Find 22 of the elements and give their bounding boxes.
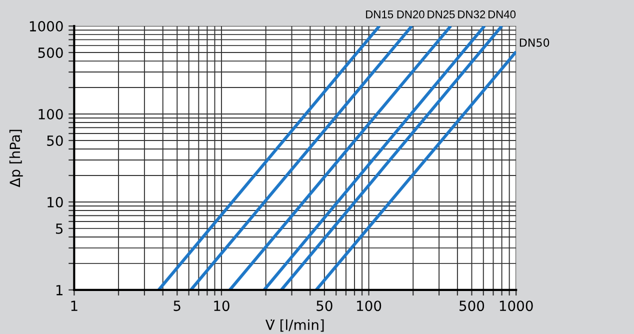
series-label: DN25 — [428, 10, 455, 18]
y-tick-label: 100 — [38, 108, 63, 120]
y-tick-label: 500 — [38, 47, 63, 58]
series-label: DN50 — [520, 38, 550, 47]
x-tick-label: 1 — [71, 300, 78, 311]
y-tick-label: 10 — [48, 196, 63, 208]
series-label: DN20 — [397, 10, 424, 18]
series-label: DN32 — [458, 10, 486, 18]
y-tick-label: 5 — [56, 224, 63, 234]
series-label: DN15 — [366, 10, 394, 18]
x-tick-label: 1000 — [500, 300, 533, 312]
x-tick-label: 10 — [214, 300, 230, 312]
series-label: DN40 — [488, 10, 516, 18]
x-tick-label: 5 — [174, 300, 180, 312]
x-axis-title: V̇ [l/min] — [265, 319, 324, 332]
x-tick-label: 100 — [357, 300, 382, 312]
y-tick-label: 1000 — [30, 21, 63, 32]
x-tick-label: 500 — [460, 300, 484, 312]
y-tick-label: 1 — [56, 285, 62, 296]
x-tick-label: 50 — [316, 300, 332, 312]
y-axis-title: Δp [hPa] — [9, 130, 23, 188]
y-tick-label: 50 — [47, 135, 63, 146]
